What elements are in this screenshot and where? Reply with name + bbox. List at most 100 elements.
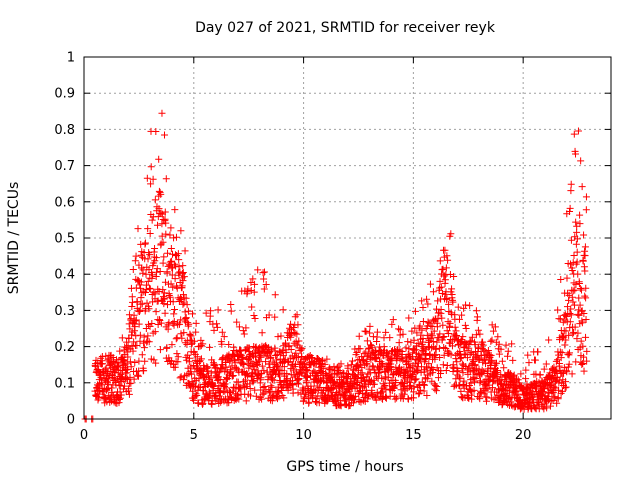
data-point [227, 300, 235, 308]
data-point [474, 326, 482, 334]
data-point [266, 389, 274, 397]
data-point [578, 317, 586, 325]
data-point [151, 328, 159, 336]
data-point [168, 271, 176, 279]
data-point [495, 350, 503, 358]
data-point [152, 308, 160, 316]
data-point [423, 295, 431, 303]
y-tick-label: 0.5 [54, 232, 75, 247]
data-point [458, 311, 466, 319]
data-point [420, 380, 428, 388]
data-point [487, 351, 495, 359]
data-point [110, 357, 118, 365]
data-point [574, 270, 582, 278]
data-point [153, 268, 161, 276]
data-point [175, 320, 183, 328]
data-point [548, 374, 556, 382]
data-point [146, 322, 154, 330]
data-point [132, 316, 140, 324]
data-point [536, 371, 544, 379]
data-point [559, 332, 567, 340]
data-point [143, 299, 151, 307]
data-point [579, 342, 587, 350]
data-point [221, 380, 229, 388]
data-point [318, 368, 326, 376]
data-point [146, 285, 154, 293]
y-tick-label: 0.2 [54, 340, 75, 355]
data-point [116, 347, 124, 355]
data-point [437, 305, 445, 313]
data-point [260, 285, 268, 293]
data-point [151, 244, 159, 252]
data-point [496, 381, 504, 389]
data-point [450, 273, 458, 281]
data-point [104, 375, 112, 383]
data-point [184, 307, 192, 315]
data-point [240, 330, 248, 338]
data-point [274, 333, 282, 341]
data-point [218, 340, 226, 348]
data-point [425, 360, 433, 368]
data-point [517, 370, 525, 378]
data-point [163, 268, 171, 276]
data-point [554, 356, 562, 364]
data-point [433, 383, 441, 391]
data-point [380, 383, 388, 391]
data-point [488, 336, 496, 344]
data-point [144, 255, 152, 263]
data-point [102, 395, 110, 403]
data-point [578, 183, 586, 191]
data-point [419, 317, 427, 325]
data-point [249, 275, 257, 283]
data-point [349, 380, 357, 388]
data-point [244, 285, 252, 293]
data-point [358, 369, 366, 377]
data-point [242, 397, 250, 405]
data-point [287, 333, 295, 341]
data-point [439, 361, 447, 369]
data-point [136, 331, 144, 339]
data-point [430, 327, 438, 335]
data-point [125, 335, 133, 343]
data-point [250, 366, 258, 374]
data-point [203, 363, 211, 371]
data-point [310, 385, 318, 393]
data-point [123, 359, 131, 367]
data-point [569, 259, 577, 267]
data-point [366, 329, 374, 337]
data-point [415, 355, 423, 363]
data-point [259, 384, 267, 392]
data-point [383, 348, 391, 356]
data-point [339, 369, 347, 377]
data-point [270, 376, 278, 384]
data-point [388, 366, 396, 374]
data-point [290, 329, 298, 337]
data-point [582, 316, 590, 324]
data-point [173, 284, 181, 292]
data-point [142, 270, 150, 278]
data-point [248, 303, 256, 311]
data-point [104, 356, 112, 364]
data-point [426, 280, 434, 288]
data-point [502, 341, 510, 349]
y-tick-label: 0.1 [54, 376, 75, 391]
data-point [577, 157, 585, 165]
data-point [229, 372, 237, 380]
data-point [504, 352, 512, 360]
data-point [472, 307, 480, 315]
data-point [438, 290, 446, 298]
data-point [173, 350, 181, 358]
data-point [435, 344, 443, 352]
data-point [525, 359, 533, 367]
data-point [353, 363, 361, 371]
data-point [405, 314, 413, 322]
data-point [563, 368, 571, 376]
data-point [439, 265, 447, 273]
data-point [565, 331, 573, 339]
data-point [250, 311, 258, 319]
data-point [162, 230, 170, 238]
data-point [583, 347, 591, 355]
data-point [164, 249, 172, 257]
data-point [132, 252, 140, 260]
data-point [182, 294, 190, 302]
